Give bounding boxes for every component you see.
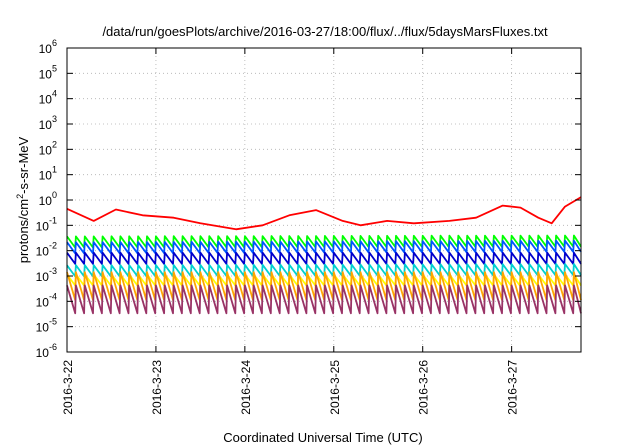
y-tick-label: 10-3 [36, 266, 57, 284]
x-axis-label: Coordinated Universal Time (UTC) [223, 430, 422, 445]
series-line-7 [66, 284, 582, 315]
y-tick-label: 100 [39, 190, 57, 208]
y-tick-label: 10-1 [36, 215, 57, 233]
series-group [66, 196, 582, 315]
y-tick-label: 10-2 [36, 241, 57, 259]
y-tick-label: 10-5 [36, 317, 57, 335]
y-tick-label: 105 [39, 63, 57, 81]
series-line-0 [66, 196, 582, 231]
y-axis: 10-6 10-5 10-4 10-3 10-2 10-1 100 101 102 103 104 1… [36, 38, 581, 360]
x-tick-label: 2016-3-24 [239, 360, 253, 415]
chart-title: /data/run/goesPlots/archive/2016-03-27/1… [102, 24, 548, 39]
x-tick-label: 2016-3-25 [328, 360, 342, 415]
x-axis: 2016-3-22 2016-3-23 2016-3-24 2016-3-25 2016… [61, 48, 520, 415]
x-tick-label: 2016-3-27 [506, 360, 520, 415]
y-tick-label: 10-6 [36, 342, 57, 360]
series-line-2 [66, 239, 582, 255]
y-tick-label: 104 [39, 89, 57, 107]
y-axis-label: protons/cm2-s-sr-MeV [15, 136, 31, 263]
y-tick-label: 101 [39, 165, 57, 183]
x-tick-label: 2016-3-22 [61, 360, 75, 415]
y-tick-label: 10-4 [36, 291, 57, 309]
y-tick-label: 103 [39, 114, 57, 132]
x-tick-label: 2016-3-23 [150, 360, 164, 415]
x-tick-label: 2016-3-26 [417, 360, 431, 415]
y-tick-label: 102 [39, 139, 57, 157]
y-tick-label: 106 [39, 38, 57, 56]
series-line-3 [66, 251, 582, 265]
